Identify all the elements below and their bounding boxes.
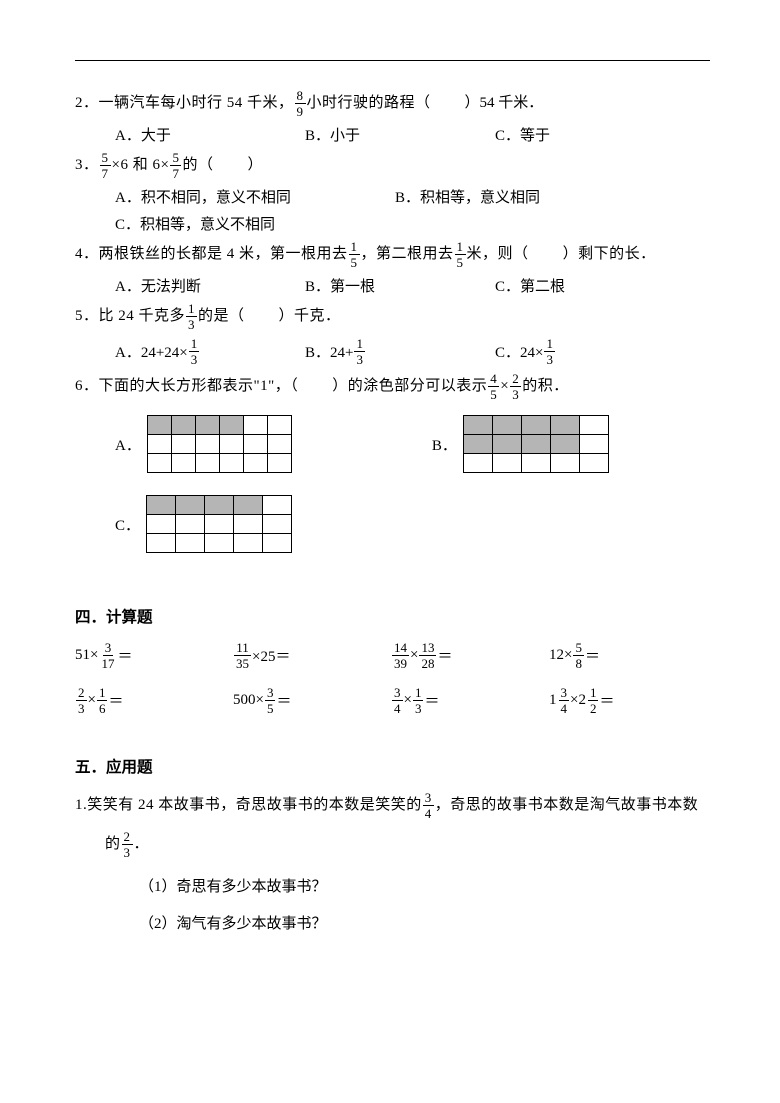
q5-c-f: 13 <box>544 337 555 366</box>
q3-opt-c: C．积相等，意义不相同 <box>115 213 710 234</box>
calc-item: 1439×1328＝ <box>391 641 549 670</box>
page: 2． 一辆汽车每小时行 54 千米， 89 小时行驶的路程（ ）54 千米． A… <box>0 0 780 1103</box>
q5-options: A．24+24× 13 B．24+ 13 C．24× 13 <box>115 337 710 366</box>
q2-opt-a: A．大于 <box>115 124 305 145</box>
q3-tail: 的（ <box>182 152 213 178</box>
q2: 2． 一辆汽车每小时行 54 千米， 89 小时行驶的路程（ ）54 千米． <box>75 89 710 118</box>
top-rule <box>75 60 710 61</box>
q2-num: 2． <box>75 90 99 116</box>
q4-f1: 15 <box>349 240 360 269</box>
calc-row: 51×317＝1135×25＝1439×1328＝12×58＝ <box>75 641 710 670</box>
q5-a-f: 13 <box>189 337 200 366</box>
w1-sub2: （2）淘气有多少本故事书？ <box>139 912 710 933</box>
q5-b-pre: B．24+ <box>305 341 353 362</box>
q6-row2: C． <box>115 495 710 553</box>
q4-s4: ）剩下的长． <box>563 241 656 267</box>
q5-b-f: 13 <box>354 337 365 366</box>
w1-num: 1. <box>75 792 87 818</box>
q2-opt-b: B．小于 <box>305 124 495 145</box>
q5-s3: ）千克． <box>279 303 341 329</box>
calc-row: 23×16＝500×35＝34×13＝134×212＝ <box>75 686 710 715</box>
calc-item: 134×212＝ <box>549 686 707 715</box>
section-4: 四．计算题 <box>75 605 710 627</box>
calc-item: 51×317＝ <box>75 641 233 670</box>
q2-b: 小时行驶的路程（ <box>307 90 431 116</box>
calc-item: 1135×25＝ <box>233 641 391 670</box>
q5-s2: 的是（ <box>198 303 245 329</box>
q4-options: A．无法判断 B．第一根 C．第二根 <box>115 275 710 296</box>
q3-mid: ×6 和 6× <box>112 152 170 178</box>
q3-opt-b: B．积相等，意义相同 <box>395 186 675 207</box>
q4-s1: 两根铁丝的长都是 4 米，第一根用去 <box>99 241 348 267</box>
q2-frac: 89 <box>295 89 306 118</box>
q4-opt-a: A．无法判断 <box>115 275 305 296</box>
q6-num: 6． <box>75 373 99 399</box>
q2-options: A．大于 B．小于 C．等于 <box>115 124 710 145</box>
w1-f1: 34 <box>423 791 434 820</box>
q2-a: 一辆汽车每小时行 54 千米， <box>99 90 294 116</box>
q4-opt-c: C．第二根 <box>495 275 685 296</box>
w1-s4: ． <box>134 831 150 857</box>
w1-f2: 23 <box>122 830 133 859</box>
q4-s3: 米，则（ <box>467 241 529 267</box>
q3-f1: 57 <box>100 151 111 180</box>
q6-s1: 下面的大长方形都表示"1"，（ <box>99 373 299 399</box>
q5-num: 5． <box>75 303 99 329</box>
q6-mid: × <box>500 373 509 399</box>
q2-c: ）54 千米． <box>465 90 544 116</box>
w1-sub1: （1）奇思有多少本故事书？ <box>139 875 710 896</box>
q6: 6． 下面的大长方形都表示"1"，（ ）的涂色部分可以表示 45 × 23 的积… <box>75 372 710 401</box>
q5-f1: 13 <box>186 302 197 331</box>
q5-c-pre: C．24× <box>495 341 543 362</box>
q4-opt-b: B．第一根 <box>305 275 495 296</box>
q4: 4． 两根铁丝的长都是 4 米，第一根用去 15 ，第二根用去 15 米，则（ … <box>75 240 710 269</box>
section-5: 五．应用题 <box>75 755 710 777</box>
w1-s3: 的 <box>105 831 121 857</box>
q5-opt-c: C．24× 13 <box>495 337 685 366</box>
w1-line1: 1. 笑笑有 24 本故事书，奇思故事书的本数是笑笑的 34 ，奇思的故事书本数… <box>75 791 710 820</box>
calc-item: 12×58＝ <box>549 641 707 670</box>
q3-opt-a: A．积不相同，意义不相同 <box>115 186 395 207</box>
q6-label-b: B． <box>432 434 457 455</box>
q5: 5． 比 24 千克多 13 的是（ ）千克． <box>75 302 710 331</box>
w1-s2: ，奇思的故事书本数是淘气故事书本数 <box>435 792 699 818</box>
q3-f2: 57 <box>170 151 181 180</box>
q6-label-c: C． <box>115 514 140 535</box>
q2-opt-c: C．等于 <box>495 124 685 145</box>
q3-tail2: ） <box>247 152 263 178</box>
q5-s1: 比 24 千克多 <box>99 303 186 329</box>
q3-num: 3． <box>75 152 99 178</box>
q6-grid-b <box>463 415 609 473</box>
q6-grid-a <box>147 415 292 473</box>
q3-opts-1: A．积不相同，意义不相同 B．积相等，意义相同 <box>115 186 710 207</box>
q3: 3． 57 ×6 和 6× 57 的（ ） <box>75 151 710 180</box>
q6-f2: 23 <box>510 372 521 401</box>
w1-line2: 的 23 ． <box>105 830 710 859</box>
q5-opt-a: A．24+24× 13 <box>115 337 305 366</box>
q6-row1: A． B． <box>115 415 710 473</box>
calc-item: 23×16＝ <box>75 686 233 715</box>
q6-s3: 的积． <box>522 373 569 399</box>
q5-a-pre: A．24+24× <box>115 341 188 362</box>
q6-label-a: A． <box>115 434 141 455</box>
q5-opt-b: B．24+ 13 <box>305 337 495 366</box>
w1-s1: 笑笑有 24 本故事书，奇思故事书的本数是笑笑的 <box>87 792 422 818</box>
q4-s2: ，第二根用去 <box>361 241 454 267</box>
q6-f1: 45 <box>488 372 499 401</box>
q4-num: 4． <box>75 241 99 267</box>
calc-item: 500×35＝ <box>233 686 391 715</box>
calc-item: 34×13＝ <box>391 686 549 715</box>
q4-f2: 15 <box>455 240 466 269</box>
q6-grid-c <box>146 495 292 553</box>
q6-s2: ）的涂色部分可以表示 <box>332 373 487 399</box>
calc-rows: 51×317＝1135×25＝1439×1328＝12×58＝ 23×16＝500… <box>75 641 710 715</box>
